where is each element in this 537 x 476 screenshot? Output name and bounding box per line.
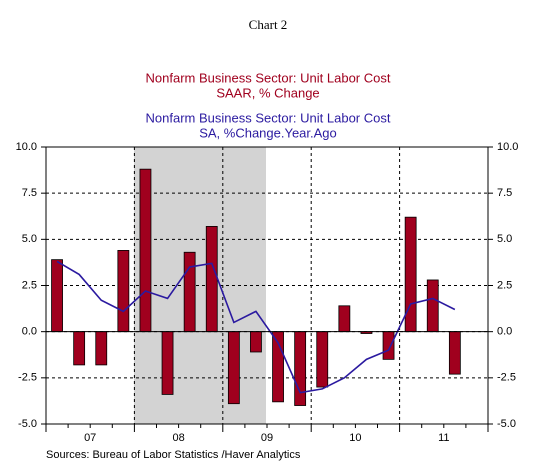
bar — [73, 331, 86, 366]
bar — [338, 305, 351, 333]
bar — [426, 279, 439, 333]
bar — [448, 331, 461, 375]
x-tick-label: 10 — [349, 432, 361, 444]
bar — [117, 250, 130, 333]
y2-tick-label: 5.0 — [497, 233, 512, 245]
bar — [294, 331, 307, 406]
y2-tick-label: 2.5 — [497, 279, 512, 291]
x-tick-label: 11 — [438, 432, 449, 444]
y2-tick-label: 0.0 — [497, 326, 512, 338]
y2-tick-label: 7.5 — [497, 187, 512, 199]
legend-name: Nonfarm Business Sector: Unit Labor Cost — [146, 110, 391, 125]
chart-title: Chart 2 — [249, 17, 288, 32]
bar — [404, 216, 417, 333]
line — [56, 260, 456, 394]
y-tick-label: -5.0 — [18, 418, 37, 430]
bar — [51, 259, 63, 333]
legend-name: Nonfarm Business Sector: Unit Labor Cost — [146, 70, 391, 85]
y2-tick-label: -5.0 — [497, 418, 516, 430]
bar — [316, 331, 329, 388]
y-tick-label: 5.0 — [22, 233, 37, 245]
y2-tick-label: -2.5 — [497, 372, 516, 384]
bar — [139, 168, 152, 333]
bar — [250, 331, 262, 353]
x-tick-label: 09 — [261, 432, 273, 444]
plot-frame — [45, 146, 489, 425]
x-tick-label: 07 — [84, 432, 96, 444]
y-tick-label: -2.5 — [18, 372, 37, 384]
x-tick-label: 08 — [172, 432, 184, 444]
bar — [183, 251, 196, 333]
bar — [95, 331, 108, 366]
y2-tick-label: 10.0 — [497, 141, 518, 153]
y-tick-label: 10.0 — [16, 141, 37, 153]
bar — [205, 226, 218, 333]
legend-unit: SAAR, % Change — [216, 85, 319, 100]
legend-unit: SA, %Change.Year.Ago — [199, 125, 337, 140]
bar — [382, 331, 395, 360]
bar — [161, 331, 174, 395]
y-tick-label: 0.0 — [22, 326, 37, 338]
y-tick-label: 2.5 — [22, 279, 37, 291]
y-tick-label: 7.5 — [22, 187, 37, 199]
bar — [227, 331, 240, 405]
source-note: Sources: Bureau of Labor Statistics /Hav… — [46, 449, 301, 461]
